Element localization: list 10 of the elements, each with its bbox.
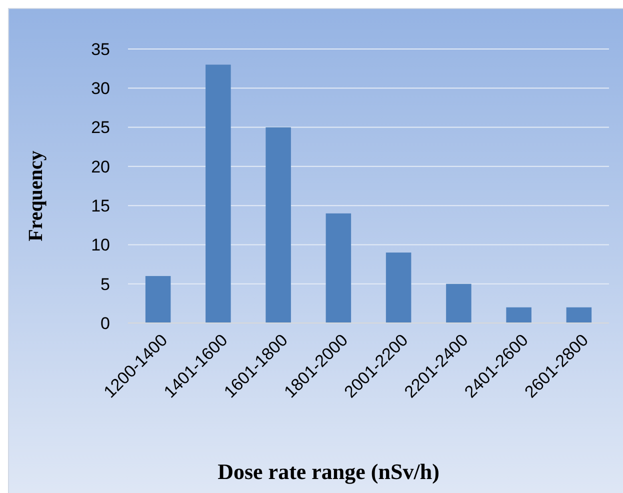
y-axis-title: Frequency [25, 150, 47, 242]
y-tick-label: 30 [91, 79, 110, 98]
y-tick-label: 20 [91, 157, 110, 176]
y-tick-label: 35 [91, 40, 110, 59]
x-axis-title: Dose rate range (nSv/h) [218, 459, 440, 484]
y-tick-label: 5 [100, 274, 110, 294]
y-tick-label: 25 [91, 118, 110, 138]
y-tick-label: 10 [91, 236, 110, 255]
y-tick-label: 15 [91, 196, 110, 216]
y-tick-label: 0 [100, 314, 110, 333]
